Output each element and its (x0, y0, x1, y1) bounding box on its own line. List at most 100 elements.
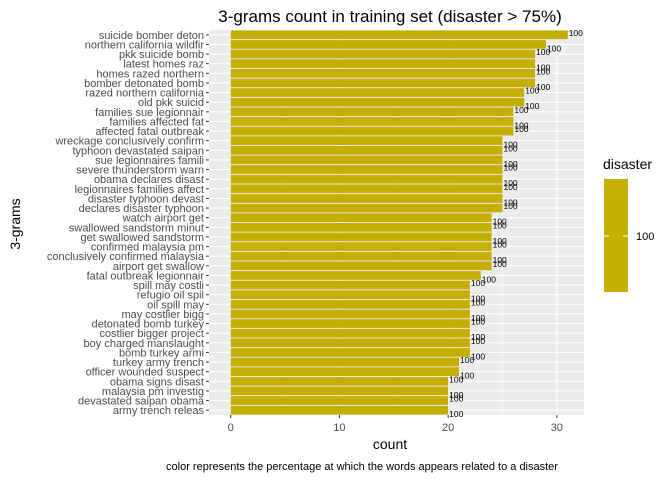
data-label: 100 (493, 217, 507, 227)
bar (230, 78, 536, 88)
x-tick-label: 10 (333, 422, 345, 434)
y-axis-title: 3-grams (7, 198, 23, 249)
bar (230, 126, 514, 136)
data-label: 100 (536, 47, 550, 57)
x-tick-label: 20 (442, 422, 454, 434)
legend: disaster 100 (603, 156, 654, 292)
data-label: 100 (525, 86, 539, 96)
y-tick-label: affected fatal outbreak (95, 126, 204, 138)
data-label: 100 (460, 371, 474, 381)
bar (230, 136, 503, 146)
y-tick-label: typhoon devastated saipan (73, 145, 205, 157)
bar (230, 319, 470, 328)
bar (230, 68, 536, 78)
data-label: 100 (449, 409, 463, 419)
y-tick-label: suicide bomber deton (99, 30, 204, 42)
data-label: 100 (471, 297, 485, 307)
y-tick-label: fatal outbreak legionnair (87, 270, 205, 282)
x-tick-label: 30 (551, 422, 563, 434)
bar (230, 376, 449, 386)
y-tick-label: spill may costli (133, 280, 204, 292)
y-tick-label: swallowed sandstorm minut (69, 222, 204, 234)
data-label: 100 (449, 394, 463, 404)
bar (230, 117, 514, 126)
data-label: 100 (514, 124, 528, 134)
y-tick-label: refugio oil spil (137, 290, 204, 302)
bar (230, 357, 459, 367)
y-tick-label: oil spill may (147, 299, 204, 311)
data-label: 100 (482, 274, 496, 284)
y-tick-label: confirmed malaysia pm (91, 242, 204, 254)
data-label: 100 (493, 255, 507, 265)
data-label: 100 (503, 182, 517, 192)
bar (230, 40, 546, 49)
bar (230, 203, 503, 213)
bar (230, 396, 449, 405)
y-tick-label: razed northern california (85, 88, 205, 100)
data-label: 100 (525, 101, 539, 111)
data-label: 100 (569, 28, 583, 38)
y-tick-label: watch airport get (122, 213, 204, 225)
bar (230, 145, 503, 155)
y-tick-label: costlier bigger project (99, 328, 204, 340)
bar (230, 386, 449, 396)
data-label: 100 (503, 143, 517, 153)
y-tick-label: sue legionnaires famili (95, 155, 204, 167)
bar (230, 290, 470, 300)
bar (230, 299, 470, 309)
bar (230, 271, 481, 280)
x-axis-title: count (373, 436, 407, 452)
data-label: 100 (493, 236, 507, 246)
legend-title: disaster (603, 156, 652, 172)
bar (230, 184, 503, 194)
y-tick-label: detonated bomb turkey (91, 319, 204, 331)
y-tick-label: officer wounded suspect (86, 367, 204, 379)
y-tick-label: get swallowed sandstorm (80, 232, 204, 244)
data-label: 100 (547, 43, 561, 53)
y-tick-label: turkey army trench (113, 357, 204, 369)
data-label: 100 (449, 374, 463, 384)
y-tick-label: severe thunderstorm warn (76, 165, 204, 177)
bar (230, 49, 536, 59)
y-tick-label: northern california wildfir (85, 39, 205, 51)
bar (230, 280, 470, 290)
data-label: 100 (471, 332, 485, 342)
chart-title: 3-grams count in training set (disaster … (218, 7, 561, 26)
y-tick-label: legionnaires families affect (75, 184, 204, 196)
data-label: 100 (471, 313, 485, 323)
legend-label: 100 (636, 231, 654, 243)
bar (230, 251, 492, 261)
bar (230, 405, 449, 415)
y-tick-label: declares disaster typhoon (79, 203, 204, 215)
y-tick-label: may costlier bigg (121, 309, 204, 321)
bar (230, 222, 492, 232)
bar (230, 155, 503, 165)
y-tick-label: latest homes raz (123, 59, 204, 71)
data-label: 100 (493, 220, 507, 230)
y-tick-label: devastated saipan obama (78, 396, 205, 408)
bar (230, 348, 470, 357)
data-label: 100 (471, 294, 485, 304)
x-axis-ticks: 0 10 20 30 (228, 415, 563, 434)
data-label: 100 (503, 163, 517, 173)
bar (230, 367, 459, 377)
y-tick-label: bomber detonated bomb (84, 78, 204, 90)
data-label: 100 (503, 197, 517, 207)
bar (230, 309, 470, 319)
bar (230, 97, 525, 107)
data-label: 100 (536, 82, 550, 92)
data-labels: 1001001001001001001001001001001001001001… (449, 28, 583, 419)
y-tick-label: conclusively confirmed malaysia (47, 251, 205, 263)
data-label: 100 (503, 159, 517, 169)
bars (230, 30, 568, 415)
bar (230, 30, 568, 40)
data-label: 100 (471, 317, 485, 327)
bar (230, 174, 503, 184)
data-label: 100 (493, 240, 507, 250)
bar (230, 107, 514, 117)
y-tick-label: wreckage conclusively confirm (54, 136, 204, 148)
bar (230, 232, 492, 242)
bar (230, 242, 492, 251)
bar (230, 261, 492, 271)
